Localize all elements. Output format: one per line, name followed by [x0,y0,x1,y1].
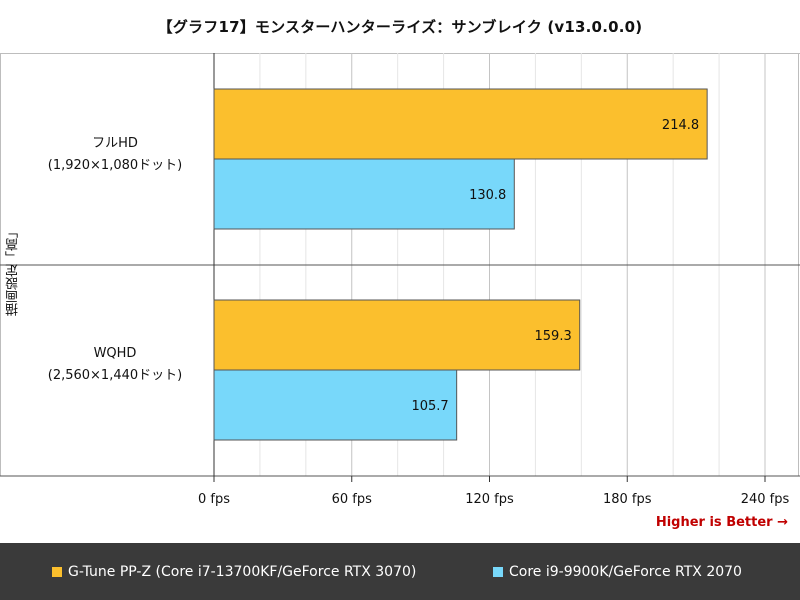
legend-swatch-series-1 [52,566,62,577]
category-label-line1: フルHD [92,136,138,151]
legend-item-series-1: G-Tune PP-Z (Core i7-13700KF/GeForce RTX… [52,564,416,580]
category-label-line2: (2,560×1,440ドット) [47,368,183,383]
x-tick-label: 180 fps [603,492,652,507]
chart-title: 【グラフ17】モンスターハンターライズ：サンブレイク (v13.0.0.0) [157,18,643,36]
data-label: 130.8 [469,188,506,203]
legend-label-series-2: Core i9-9900K/GeForce RTX 2070 [509,563,742,580]
bar [213,88,708,160]
chart-title-bar: 【グラフ17】モンスターハンターライズ：サンブレイク (v13.0.0.0) [0,0,800,54]
x-tick-label: 0 fps [198,492,230,507]
bar [213,158,515,230]
data-label: 214.8 [662,118,699,133]
category-label-line2: (1,920×1,080ドット) [47,158,183,173]
y-axis-label: 描画設定「高」 [5,224,21,316]
bar [213,369,458,441]
x-tick-label: 240 fps [741,492,790,507]
higher-is-better-note: Higher is Better → [655,515,788,530]
category-label-fullhd: フルHD (1,920×1,080ドット) [20,133,210,177]
category-label-line1: WQHD [93,346,137,361]
legend-item-series-2: Core i9-9900K/GeForce RTX 2070 [493,564,742,580]
x-tick-label: 60 fps [332,492,373,507]
data-label: 105.7 [411,399,448,414]
data-label: 159.3 [535,329,572,344]
bar-chart: 0 fps 60 fps 120 fps 180 fps 240 fps 214.8 130… [0,53,800,507]
x-tick-label: 120 fps [465,492,514,507]
bar [213,299,581,371]
legend-label-series-1: G-Tune PP-Z (Core i7-13700KF/GeForce RTX… [68,563,417,580]
legend: G-Tune PP-Z (Core i7-13700KF/GeForce RTX… [0,543,800,600]
legend-swatch-series-2 [493,566,503,577]
y-axis-label-container: 描画設定「高」 [4,210,22,330]
category-label-wqhd: WQHD (2,560×1,440ドット) [20,343,210,387]
